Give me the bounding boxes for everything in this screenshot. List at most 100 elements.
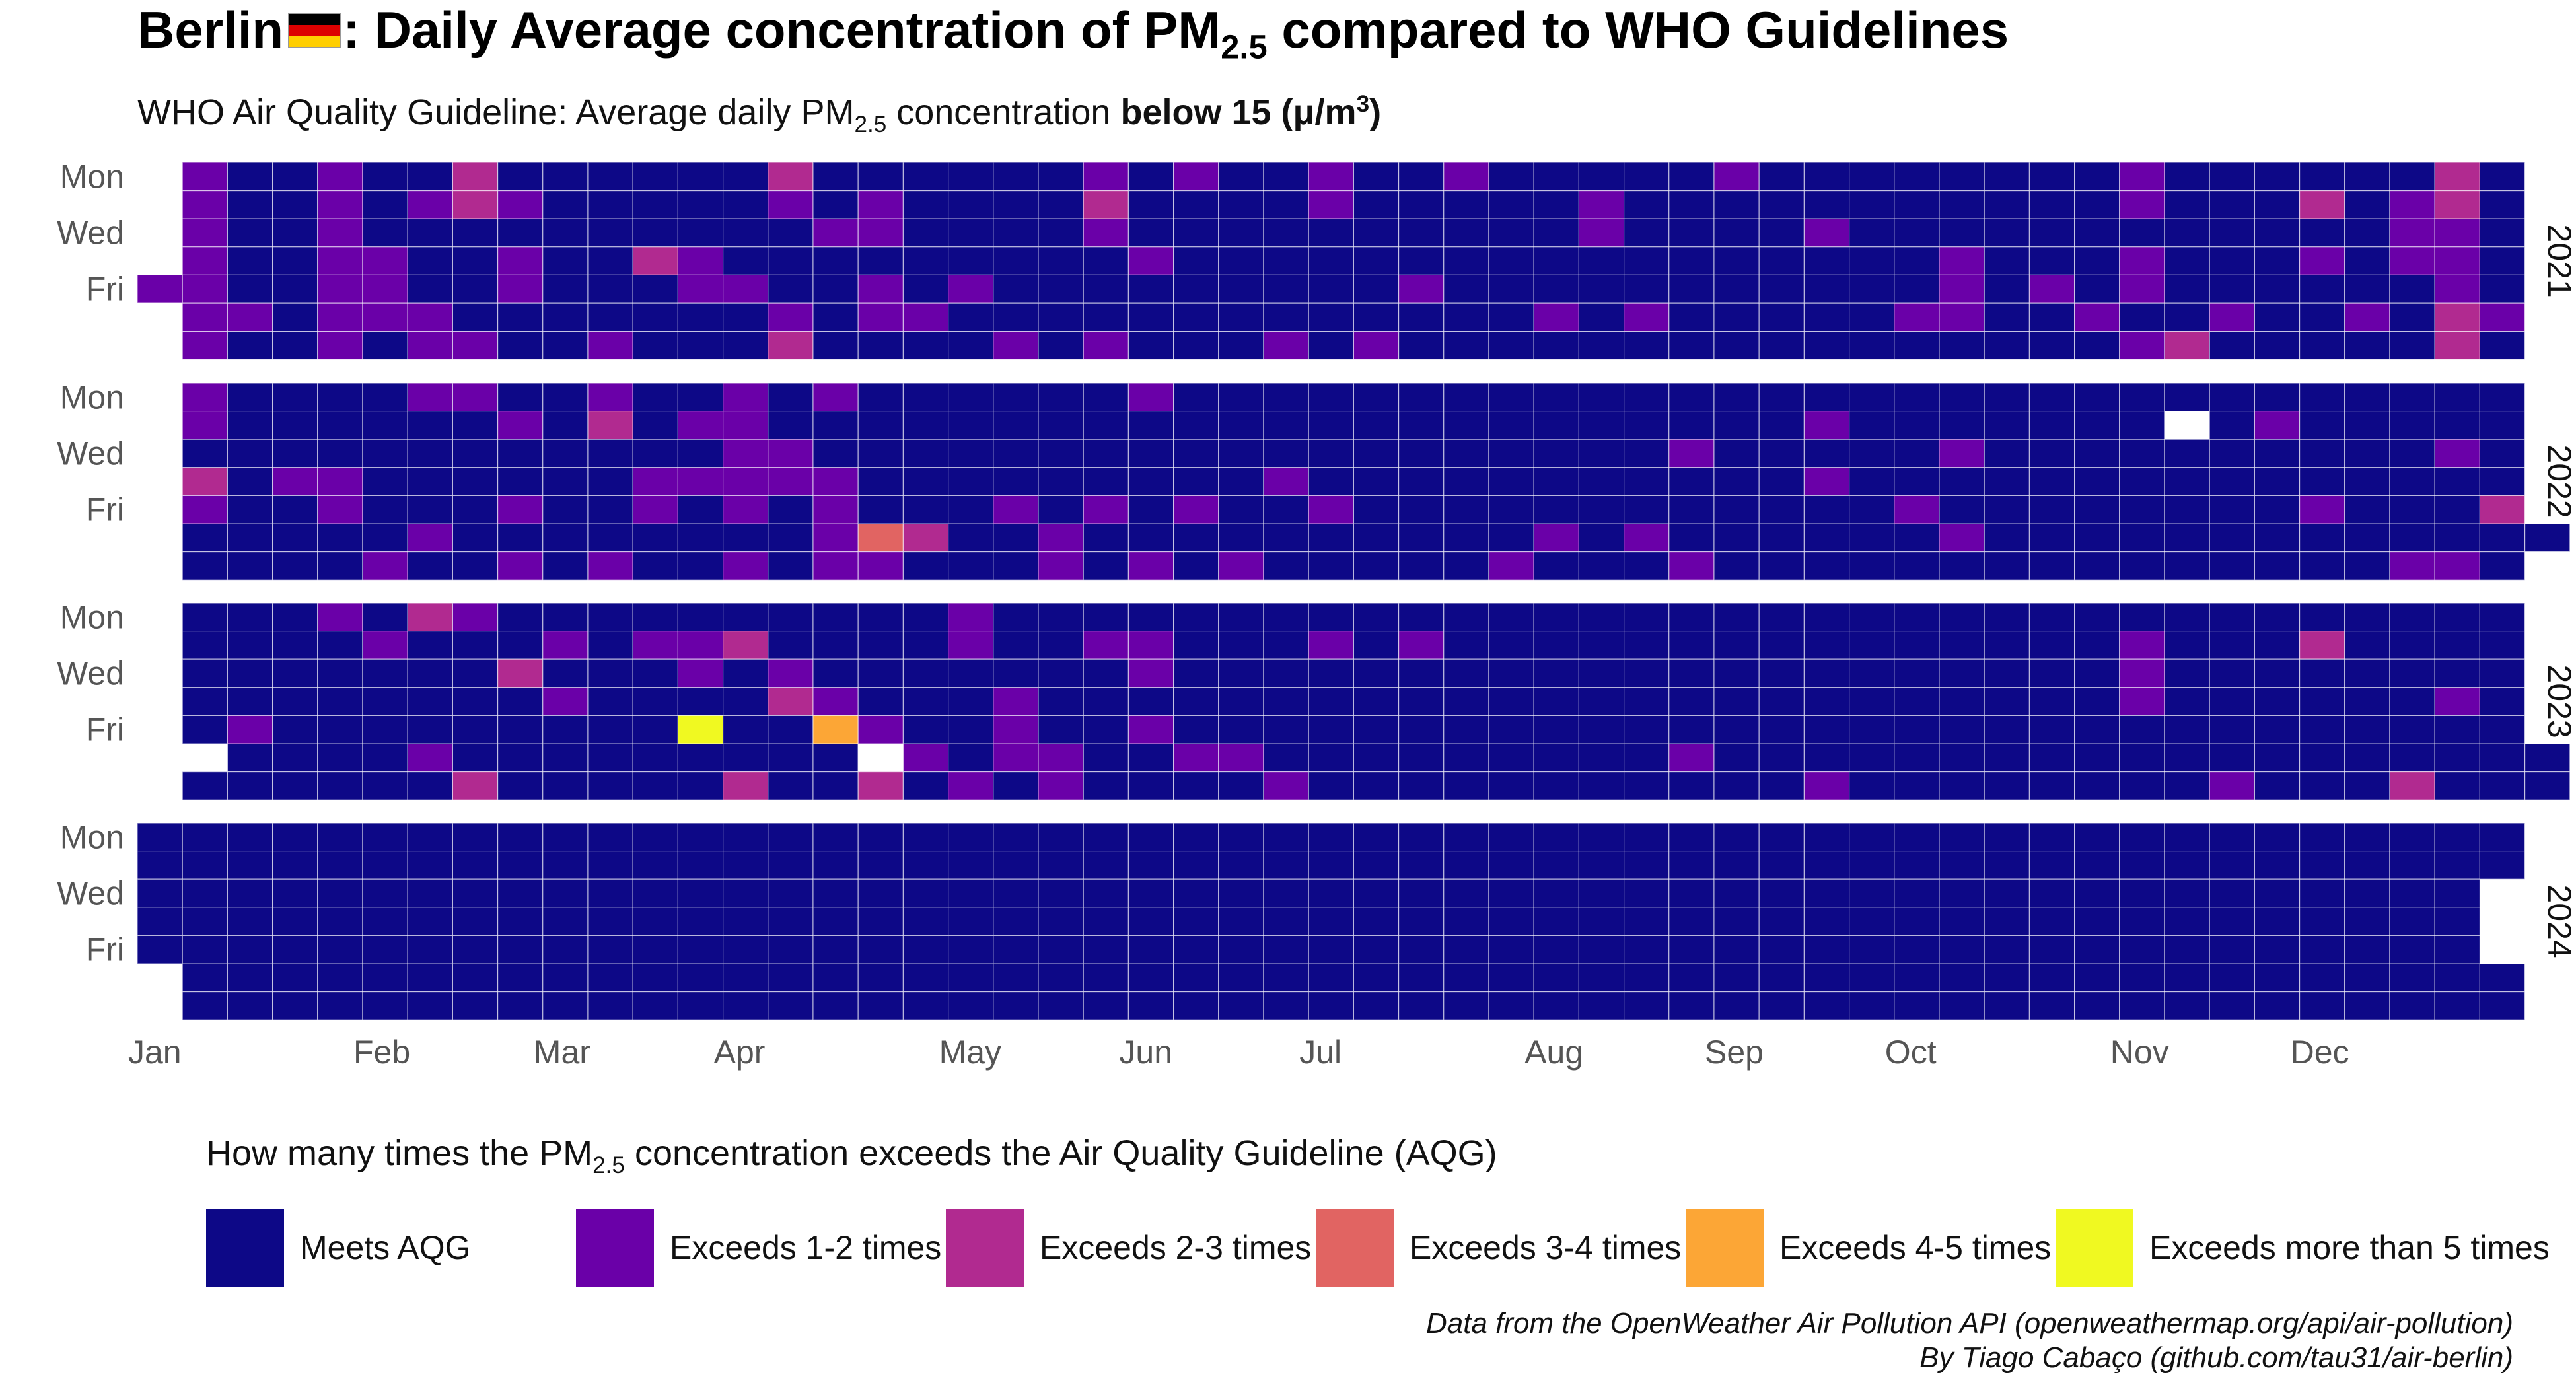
day-cell	[1894, 190, 1940, 219]
day-cell	[902, 246, 949, 275]
day-cell	[542, 302, 589, 332]
day-cell	[722, 467, 769, 496]
day-cell	[1353, 822, 1400, 852]
day-cell	[542, 246, 589, 275]
day-cell	[1668, 382, 1715, 412]
day-cell	[1353, 630, 1400, 660]
day-cell	[317, 715, 363, 744]
day-cell	[2479, 331, 2526, 360]
day-cell	[2028, 991, 2075, 1020]
day-cell	[2164, 991, 2210, 1020]
day-cell	[1353, 963, 1400, 993]
day-cell	[1263, 850, 1309, 880]
day-cell	[857, 162, 904, 192]
day-cell	[2028, 331, 2075, 360]
day-cell	[137, 878, 183, 908]
day-cell	[1443, 850, 1489, 880]
day-cell	[2119, 687, 2165, 717]
day-cell	[1939, 878, 1985, 908]
day-cell	[407, 218, 454, 248]
day-cell	[587, 878, 633, 908]
day-cell	[317, 162, 363, 192]
day-cell	[722, 382, 769, 412]
day-cell	[2119, 551, 2165, 581]
title-suffix: compared to WHO Guidelines	[1267, 1, 2009, 59]
day-cell	[1849, 523, 1895, 553]
day-cell	[542, 218, 589, 248]
day-cell	[497, 771, 544, 800]
day-cell	[272, 467, 318, 496]
day-cell	[857, 218, 904, 248]
day-cell	[227, 687, 273, 717]
day-cell	[407, 382, 454, 412]
day-cell	[857, 551, 904, 581]
day-cell	[2434, 551, 2480, 581]
day-cell	[632, 907, 679, 937]
day-cell	[1127, 771, 1174, 800]
day-cell	[1127, 523, 1174, 553]
day-cell	[1578, 523, 1625, 553]
day-cell	[317, 963, 363, 993]
day-cell	[407, 246, 454, 275]
day-cell	[1533, 715, 1579, 744]
day-cell	[857, 850, 904, 880]
day-cell	[1849, 246, 1895, 275]
day-cell	[2164, 715, 2210, 744]
day-cell	[1984, 743, 2030, 773]
day-cell	[227, 850, 273, 880]
day-cell	[2028, 743, 2075, 773]
day-cell	[2389, 850, 2435, 880]
day-cell	[1398, 495, 1445, 524]
day-cell	[182, 246, 229, 275]
day-cell	[1939, 602, 1985, 632]
title-subscript: 2.5	[1221, 28, 1268, 66]
chart-subtitle: WHO Air Quality Guideline: Average daily…	[137, 91, 1381, 138]
day-cell	[1263, 963, 1309, 993]
day-cell	[1533, 935, 1579, 964]
day-cell	[902, 743, 949, 773]
day-cell	[2299, 991, 2345, 1020]
day-cell	[1127, 715, 1174, 744]
day-cell	[1172, 551, 1219, 581]
day-cell	[2434, 331, 2480, 360]
day-cell	[2119, 963, 2165, 993]
day-cell	[182, 495, 229, 524]
day-cell	[542, 907, 589, 937]
day-cell	[2299, 551, 2345, 581]
day-cell	[2074, 410, 2120, 440]
day-cell	[722, 602, 769, 632]
day-cell	[1488, 630, 1534, 660]
day-cell	[677, 162, 724, 192]
day-cell	[1533, 771, 1579, 800]
day-cell	[587, 162, 633, 192]
day-cell	[1624, 382, 1670, 412]
day-cell	[452, 878, 499, 908]
day-cell	[227, 246, 273, 275]
day-cell	[1578, 715, 1625, 744]
day-cell	[2434, 687, 2480, 717]
day-cell	[362, 907, 408, 937]
day-cell	[497, 274, 544, 304]
day-cell	[2254, 382, 2301, 412]
day-cell	[632, 715, 679, 744]
day-cell	[1533, 274, 1579, 304]
day-cell	[1353, 218, 1400, 248]
day-cell	[1849, 687, 1895, 717]
day-cell	[1578, 274, 1625, 304]
day-cell	[2164, 246, 2210, 275]
day-cell	[812, 771, 859, 800]
day-cell	[1443, 743, 1489, 773]
day-cell	[2209, 190, 2255, 219]
legend-label: Exceeds 3-4 times	[1410, 1229, 1682, 1266]
day-cell	[2434, 410, 2480, 440]
day-cell	[812, 991, 859, 1020]
subtitle-threshold: below 15 (μ/m	[1120, 92, 1357, 132]
day-cell	[587, 743, 633, 773]
day-cell	[1443, 658, 1489, 688]
day-cell	[2209, 382, 2255, 412]
day-cell	[993, 410, 1039, 440]
day-cell	[2254, 218, 2301, 248]
day-cell	[2209, 850, 2255, 880]
day-cell	[407, 495, 454, 524]
day-cell	[1488, 551, 1534, 581]
